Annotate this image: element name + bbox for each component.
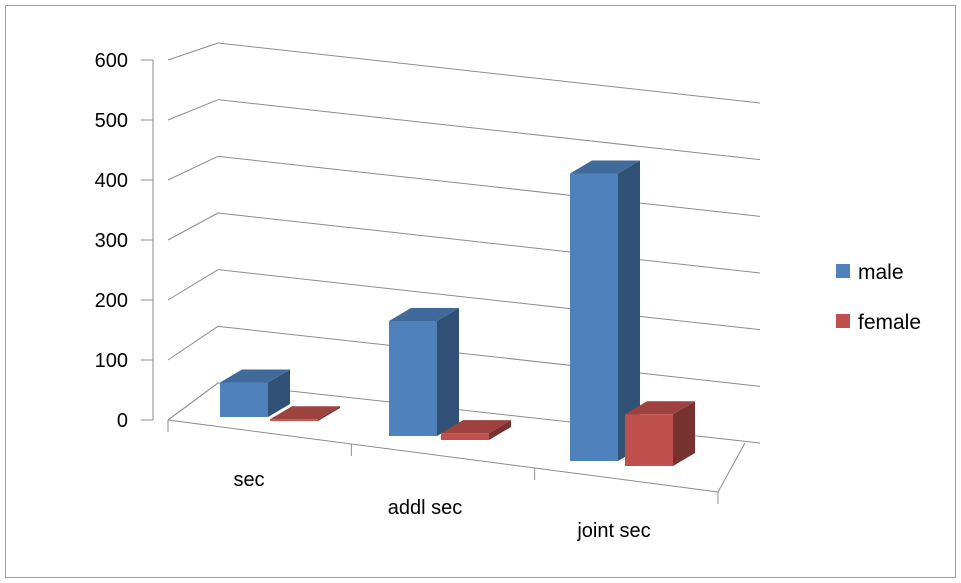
gridline-back bbox=[217, 99, 761, 161]
y-tick-label: 300 bbox=[95, 230, 128, 252]
y-tick-label: 200 bbox=[95, 290, 128, 312]
x-category-label: addl sec bbox=[388, 497, 463, 519]
gridline-back bbox=[217, 212, 761, 274]
gridline-back bbox=[217, 269, 761, 331]
legend-label-male: male bbox=[858, 261, 904, 284]
legend: male female bbox=[836, 261, 921, 334]
y-tick-label: 0 bbox=[117, 410, 128, 432]
bar-front-face bbox=[441, 433, 489, 440]
gridline-side bbox=[167, 155, 219, 181]
bar-front-face bbox=[270, 419, 318, 421]
bars bbox=[220, 160, 695, 466]
y-tick-label: 500 bbox=[95, 110, 128, 132]
gridline-back bbox=[217, 155, 761, 217]
gridline-back bbox=[217, 42, 761, 104]
bar-male bbox=[570, 160, 640, 461]
floor-right-edge bbox=[717, 442, 746, 493]
y-tick-label: 600 bbox=[95, 50, 128, 72]
gridline-side bbox=[167, 212, 219, 241]
bar-top-face bbox=[270, 406, 340, 420]
axes bbox=[141, 59, 746, 504]
bar-side-face bbox=[318, 406, 340, 421]
bar-top-face bbox=[625, 401, 695, 415]
y-tick-label: 400 bbox=[95, 170, 128, 192]
bar-top-face bbox=[570, 160, 640, 174]
bar-female bbox=[270, 406, 340, 421]
y-tick-label: 100 bbox=[95, 350, 128, 372]
bar-front-face bbox=[570, 173, 618, 461]
bar-side-face bbox=[489, 420, 511, 440]
bar-side-face bbox=[437, 308, 459, 436]
bar-front-face bbox=[389, 321, 437, 436]
bar-front-face bbox=[220, 382, 268, 417]
bar-side-face bbox=[673, 401, 695, 466]
x-category-label: sec bbox=[233, 469, 264, 491]
legend-label-female: female bbox=[858, 311, 921, 334]
floor-front-edge bbox=[167, 419, 719, 493]
gridline-side bbox=[167, 269, 219, 301]
floor-left-edge bbox=[167, 382, 219, 421]
axis-labels: 0 100 200 300 400 500 600 sec addl sec joint sec bbox=[95, 50, 651, 542]
bar-side-face bbox=[618, 160, 640, 461]
bar-male bbox=[220, 369, 290, 417]
bar-male bbox=[389, 308, 459, 436]
x-category-label: joint sec bbox=[576, 520, 650, 542]
gridline-back bbox=[217, 325, 761, 387]
gridline-side bbox=[167, 99, 219, 121]
bar-female bbox=[625, 401, 695, 466]
bar-side-face bbox=[268, 369, 290, 417]
gridline-side bbox=[167, 325, 219, 361]
bar-top-face bbox=[220, 369, 290, 383]
bar-top-face bbox=[389, 308, 459, 321]
gridline-side bbox=[167, 42, 219, 61]
bar-front-face bbox=[625, 414, 673, 466]
chart-frame bbox=[5, 5, 956, 578]
bar-female bbox=[441, 420, 511, 440]
bar-top-face bbox=[441, 420, 511, 434]
legend-swatch-female bbox=[836, 314, 850, 328]
legend-swatch-male bbox=[836, 264, 850, 278]
